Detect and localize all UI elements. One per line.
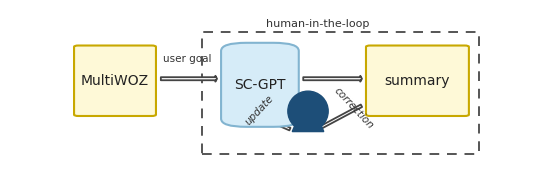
Text: correction: correction bbox=[332, 86, 375, 131]
Text: summary: summary bbox=[385, 74, 450, 88]
Text: SC-GPT: SC-GPT bbox=[234, 78, 286, 92]
FancyBboxPatch shape bbox=[74, 46, 156, 116]
FancyBboxPatch shape bbox=[366, 46, 469, 116]
FancyBboxPatch shape bbox=[221, 43, 299, 127]
Polygon shape bbox=[292, 118, 324, 132]
Ellipse shape bbox=[288, 91, 328, 131]
Text: user goal: user goal bbox=[163, 54, 212, 64]
Text: human-in-the-loop: human-in-the-loop bbox=[266, 19, 369, 29]
Text: MultiWOZ: MultiWOZ bbox=[81, 74, 149, 88]
Text: update: update bbox=[243, 93, 275, 127]
